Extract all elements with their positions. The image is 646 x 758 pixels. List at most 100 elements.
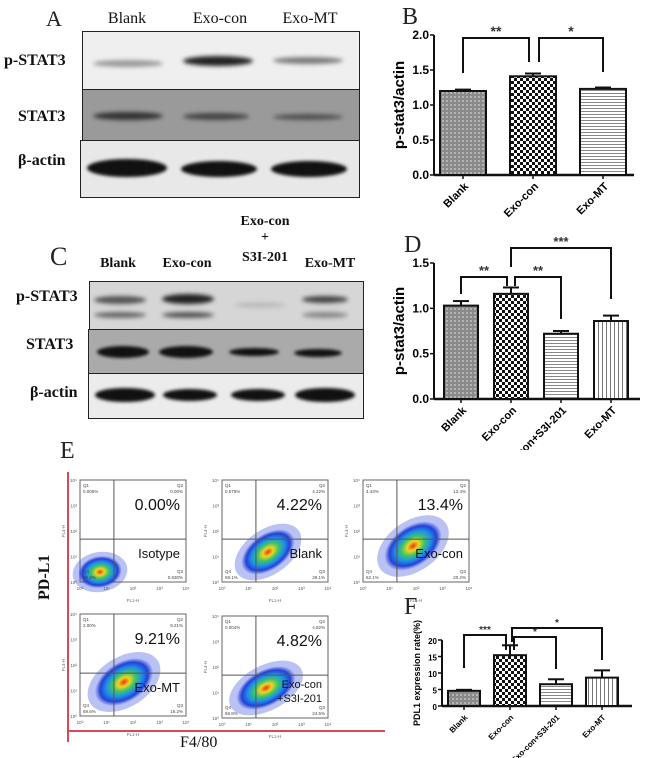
e-x-axis-line	[67, 730, 385, 732]
y-tick-label: 0	[433, 703, 438, 712]
flow-plot: Q10.004%Q24.82%Q469.8%Q324.5%4.82%Exo-co…	[203, 614, 332, 739]
bar	[585, 676, 619, 708]
y-tick-label: 10⁴	[212, 614, 219, 619]
panel-c-letter: C	[50, 242, 68, 271]
y-tick-label: 10¹	[70, 555, 77, 560]
x-tick-label: 10¹	[386, 586, 393, 591]
band	[159, 346, 213, 358]
percent-positive: 4.82%	[277, 633, 322, 650]
x-axis-small-label: FL1-H	[127, 732, 140, 737]
q2-value: 9.21%	[170, 623, 183, 628]
flow-plot: Q14.43%Q213.4%Q462.1%Q320.2%13.4%Exo-con…	[344, 478, 473, 603]
y-tick-label: 10⁰	[212, 580, 219, 585]
band	[181, 161, 257, 177]
q2-value: 4.82%	[312, 625, 325, 630]
y-tick-label: 1.5	[412, 63, 429, 77]
x-tick-label: Blank	[441, 180, 471, 210]
bar	[493, 292, 529, 400]
y-tick-label: 15	[428, 654, 437, 663]
blot-stat3	[88, 329, 364, 374]
y-tick-label: 0.0	[412, 392, 429, 406]
q4-label: Q4	[366, 569, 373, 574]
row-label: p-STAT3	[16, 288, 78, 305]
percent-positive: 4.22%	[277, 497, 322, 514]
y-axis-small-label: FL4-H	[203, 661, 208, 674]
x-tick-label: 10¹	[245, 586, 252, 591]
significance-bracket	[511, 627, 603, 660]
chart-d: 0.0 0.5 1.0 1.5 p-stat3/actin Blank Exo-con Exo…	[391, 234, 640, 450]
q3-label: Q3	[319, 705, 326, 710]
x-tick-label: 10³	[156, 720, 163, 725]
q4-label: Q4	[83, 569, 90, 574]
y-tick-label: 10¹	[212, 555, 219, 560]
flow-plot: Q12.00%Q29.21%Q469.6%Q319.2%9.21%Exo-MT1…	[61, 612, 190, 737]
y-axis-label: p-stat3/actin	[391, 287, 408, 375]
y-tick-label: 10³	[212, 640, 219, 645]
row-label: β-actin	[30, 384, 78, 401]
chart-f: 0 5 10 15 20 PDL1 expression rate(%) Blank Exo-…	[412, 618, 632, 758]
sample-label: Blank	[289, 546, 322, 561]
band	[95, 388, 155, 402]
y-axis-small-label: FL4-H	[203, 525, 208, 538]
y-tick-label: 10²	[353, 529, 360, 534]
x-tick-label: 10²	[272, 586, 279, 591]
x-tick-label: 10¹	[103, 720, 110, 725]
x-tick-label: 10⁴	[183, 586, 190, 591]
band	[231, 389, 285, 401]
lane-label: Exo-MT	[304, 256, 356, 271]
x-tick-label: Blank	[439, 404, 469, 434]
band	[183, 56, 253, 66]
percent-positive: 13.4%	[418, 497, 463, 514]
significance-label: ***	[553, 234, 569, 249]
bar	[543, 332, 579, 400]
band	[87, 159, 167, 177]
y-tick-label: 10⁴	[70, 478, 77, 483]
x-tick-label: 10⁰	[219, 586, 226, 591]
panel-e-letter: E	[60, 438, 75, 464]
sample-label: Exo-con	[282, 679, 322, 691]
y-tick-label: 20	[428, 637, 437, 646]
q1-value: 0.005%	[83, 489, 98, 494]
scatter-density	[384, 521, 442, 571]
y-tick-label: 0.5	[412, 133, 429, 147]
x-tick-label: 10²	[413, 586, 420, 591]
lane-label: S3I-201	[242, 250, 288, 265]
q1-label: Q1	[225, 619, 232, 624]
sample-label: Isotype	[138, 546, 180, 561]
y-tick-label: 10²	[70, 529, 77, 534]
x-tick-label: Exo-con	[480, 404, 519, 443]
y-tick-label: 0.5	[412, 347, 429, 361]
x-tick-label: 10⁴	[183, 720, 190, 725]
q3-value: 0.630%	[168, 575, 183, 580]
band	[271, 161, 347, 177]
y-tick-label: 10¹	[70, 689, 77, 694]
scatter-density	[241, 529, 295, 575]
y-tick-label: 10	[428, 670, 437, 679]
band	[97, 346, 149, 358]
band	[163, 389, 217, 401]
panel-f-letter: F	[404, 594, 418, 620]
x-tick-label: 10⁰	[77, 720, 84, 725]
band	[93, 60, 163, 67]
band	[229, 348, 279, 356]
q2-label: Q2	[460, 483, 467, 488]
lane-label: Exo-MT	[282, 10, 338, 27]
significance-bracket	[510, 247, 612, 299]
y-tick-label: 0.0	[412, 168, 429, 182]
x-tick-label: 10⁴	[466, 586, 473, 591]
row-label: STAT3	[26, 336, 74, 353]
e-x-axis-label: F4/80	[180, 734, 218, 751]
y-tick-label: 10¹	[353, 555, 360, 560]
lane-label: Exo-con	[162, 256, 212, 271]
q1-value: 0.575%	[225, 489, 240, 494]
x-tick-label: Exo-MT	[583, 404, 620, 441]
panel-b-letter: B	[402, 4, 419, 30]
blot-beta-actin	[88, 373, 364, 419]
y-tick-label: 10⁰	[70, 714, 77, 719]
q3-label: Q3	[177, 569, 184, 574]
y-tick-label: 10⁴	[212, 478, 219, 483]
x-tick-label: Exo-con+S3I-201	[510, 713, 562, 758]
q4-label: Q4	[83, 703, 90, 708]
q4-label: Q4	[225, 705, 232, 710]
sample-label: Exo-MT	[135, 680, 181, 695]
